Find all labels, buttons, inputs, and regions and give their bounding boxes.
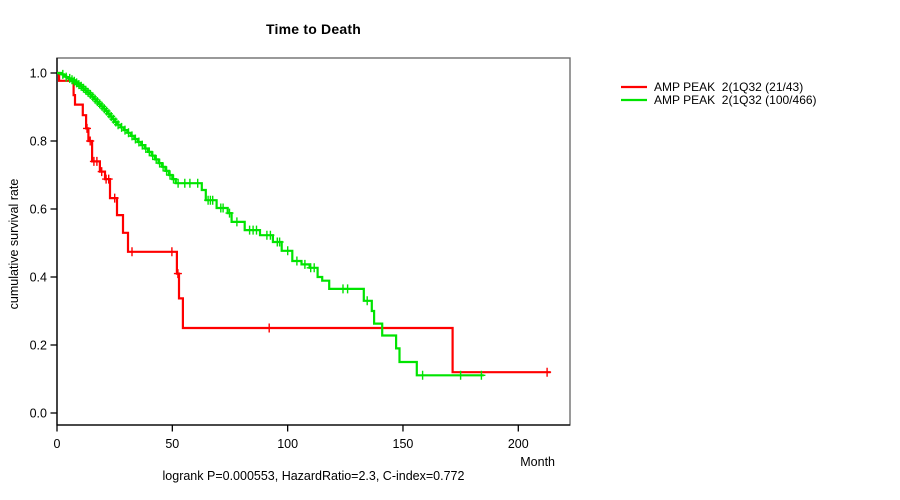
x-tick-label: 50 (165, 437, 179, 451)
x-tick-label: 200 (508, 437, 529, 451)
legend-label-red-group: AMP PEAK 2(1Q32 (21/43) (654, 80, 804, 94)
y-tick-label: 0.6 (30, 202, 47, 216)
km-curve-red (57, 71, 551, 374)
plot-frame (56, 57, 571, 426)
y-tick-label: 0.4 (30, 270, 47, 284)
plot-title: Time to Death (266, 21, 361, 37)
x-axis-label: Month (520, 455, 555, 469)
censor-marks-red (83, 123, 552, 377)
x-tick-label: 100 (277, 437, 298, 451)
y-tick-label: 1.0 (30, 66, 47, 80)
censor-marks-green (58, 69, 486, 380)
y-tick-label: 0.8 (30, 134, 47, 148)
y-tick-label: 0.2 (30, 338, 47, 352)
y-tick-label: 0.0 (30, 406, 47, 420)
y-axis-label: cumulative survival rate (7, 178, 21, 310)
km-curve-green (57, 71, 484, 377)
x-tick-label: 0 (54, 437, 61, 451)
logrank-stats-annotation: logrank P=0.000553, HazardRatio=2.3, C-i… (162, 469, 465, 483)
legend-label-green-group: AMP PEAK 2(1Q32 (100/466) (654, 93, 817, 107)
x-tick-label: 150 (393, 437, 414, 451)
